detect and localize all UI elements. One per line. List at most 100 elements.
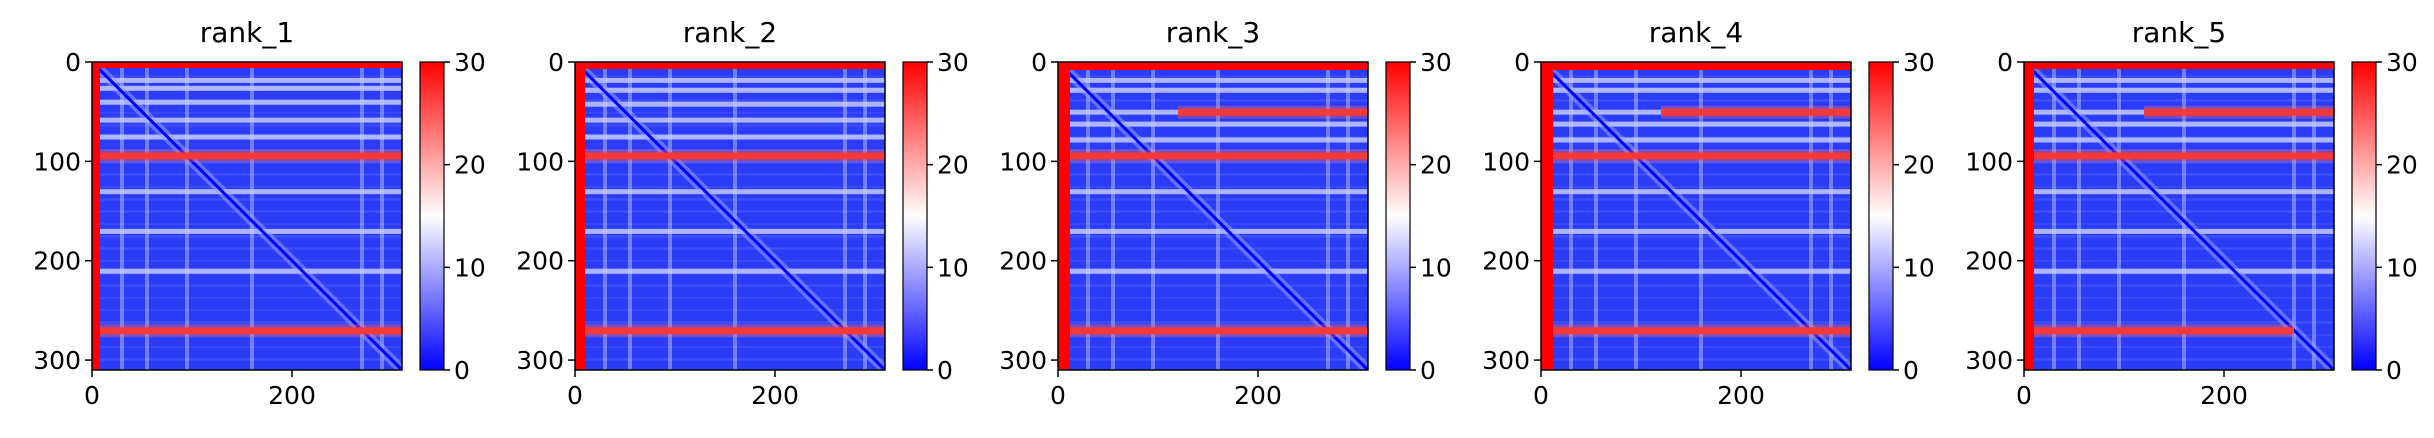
heatmap-band-red-halo (100, 324, 402, 338)
heatmap-texture (2024, 100, 2334, 102)
heatmap-band-red (1661, 108, 1851, 116)
heatmap-texture (1058, 75, 1368, 77)
heatmap-3 (1058, 62, 1368, 370)
heatmap-texture (92, 358, 402, 360)
heatmap-texture (1058, 199, 1368, 201)
heatmap-texture (92, 285, 402, 287)
heatmap-band-v (603, 62, 607, 370)
heatmap-texture (92, 198, 402, 200)
heatmap-band-red-halo (1066, 149, 1368, 163)
diagonal (92, 62, 402, 370)
colorbar-tick-label: 30 (1903, 48, 1935, 77)
heatmap-band-v (120, 62, 124, 370)
y-tick-label: 300 (1482, 346, 1530, 375)
heatmap-band-h (92, 134, 402, 140)
heatmap-texture (1541, 223, 1851, 225)
colorbar-3: 0 10 20 30 (1385, 48, 1452, 385)
heatmap-band-v (380, 62, 384, 370)
heatmap-texture (1541, 358, 1851, 360)
heatmap-band-h (92, 268, 402, 274)
heatmap-band-h (2024, 77, 2334, 83)
heatmap-band-red (1549, 152, 1851, 160)
y-tick-label: 200 (33, 247, 81, 276)
heatmap-texture (1058, 174, 1368, 176)
heatmap-band-v (1086, 62, 1090, 370)
heatmap-texture (575, 149, 885, 151)
colorbar-tick-label: 0 (1420, 356, 1436, 385)
x-tick-label: 0 (1050, 381, 1066, 410)
colorbar-tick-label: 20 (1903, 151, 1935, 180)
heatmap-texture (2024, 260, 2334, 262)
heatmap-band-red-halo (583, 324, 885, 338)
heatmap-texture (1058, 297, 1368, 299)
heatmap-texture (1541, 346, 1851, 348)
heatmap-band-red-halo (2032, 324, 2294, 338)
heatmap-band-h (2024, 121, 2334, 127)
heatmap-band-red (2032, 327, 2294, 335)
diagonal (1541, 62, 1851, 370)
heatmap-texture (575, 99, 885, 101)
x-tick-label: 0 (1533, 381, 1549, 410)
heatmap-texture (1058, 99, 1368, 101)
heatmap-band-red-halo (1549, 324, 1851, 338)
x-tick-label: 200 (1234, 381, 1282, 410)
heatmap-texture (1058, 100, 1368, 102)
heatmap-texture (1058, 334, 1368, 336)
heatmap-band-v (2292, 62, 2296, 370)
heatmap-texture (2024, 236, 2334, 238)
heatmap-texture (92, 125, 402, 127)
heatmap-texture (92, 235, 402, 237)
heatmap-band-h (575, 101, 885, 107)
heatmap-texture (575, 260, 885, 262)
heatmap-texture (1058, 136, 1368, 138)
heatmap-texture (2024, 285, 2334, 287)
heatmap-texture (1058, 285, 1368, 287)
colorbar-2: 0 10 20 30 (902, 48, 969, 385)
heatmap-texture (575, 273, 885, 275)
y-tick-label: 100 (999, 147, 1047, 176)
heatmap-band-h (575, 77, 885, 83)
heatmap-texture (2024, 162, 2334, 164)
heatmap-band-h (1541, 87, 1851, 93)
heatmap-band-h (575, 117, 885, 123)
heatmap-texture (1541, 247, 1851, 249)
heatmap-texture (575, 161, 885, 163)
heatmap-band-h (1541, 268, 1851, 274)
heatmap-band-h (1058, 87, 1368, 93)
colorbar-tick-label: 0 (2386, 356, 2402, 385)
heatmap-texture (92, 124, 402, 126)
colorbar-gradient (1868, 61, 1894, 371)
y-tick-label: 200 (516, 247, 564, 276)
heatmap-band-h (92, 85, 402, 91)
heatmap-texture (2024, 321, 2334, 323)
colorbar-tick-label: 10 (937, 253, 969, 282)
heatmap-texture (1058, 309, 1368, 311)
y-tick-label: 0 (65, 48, 81, 77)
plot-title: rank_4 (1649, 16, 1743, 49)
heatmap-band-red-halo (583, 149, 885, 163)
heatmap-band-red-halo (2032, 149, 2334, 163)
heatmap-band-v (1346, 62, 1350, 370)
heatmap-band-v (668, 62, 672, 370)
heatmap-band-h (1058, 77, 1368, 83)
heatmap-texture (92, 284, 402, 286)
heatmap-texture (575, 359, 885, 361)
heatmap-band-h (2024, 228, 2334, 234)
heatmap-texture (575, 346, 885, 348)
heatmap-texture (575, 236, 885, 238)
heatmap-texture (92, 346, 402, 348)
heatmap-texture (92, 162, 402, 164)
colorbar-tick-label: 20 (1420, 151, 1452, 180)
y-tick-label: 0 (1514, 48, 1530, 77)
heatmap-band-h (92, 117, 402, 123)
heatmap-texture (2024, 297, 2334, 299)
heatmap-band-v (843, 62, 847, 370)
heatmap-texture (2024, 346, 2334, 348)
heatmap-texture (1541, 359, 1851, 361)
heatmap-band-v (863, 62, 867, 370)
heatmap-band-h (1541, 137, 1851, 143)
heatmap-band-h (1058, 189, 1368, 195)
